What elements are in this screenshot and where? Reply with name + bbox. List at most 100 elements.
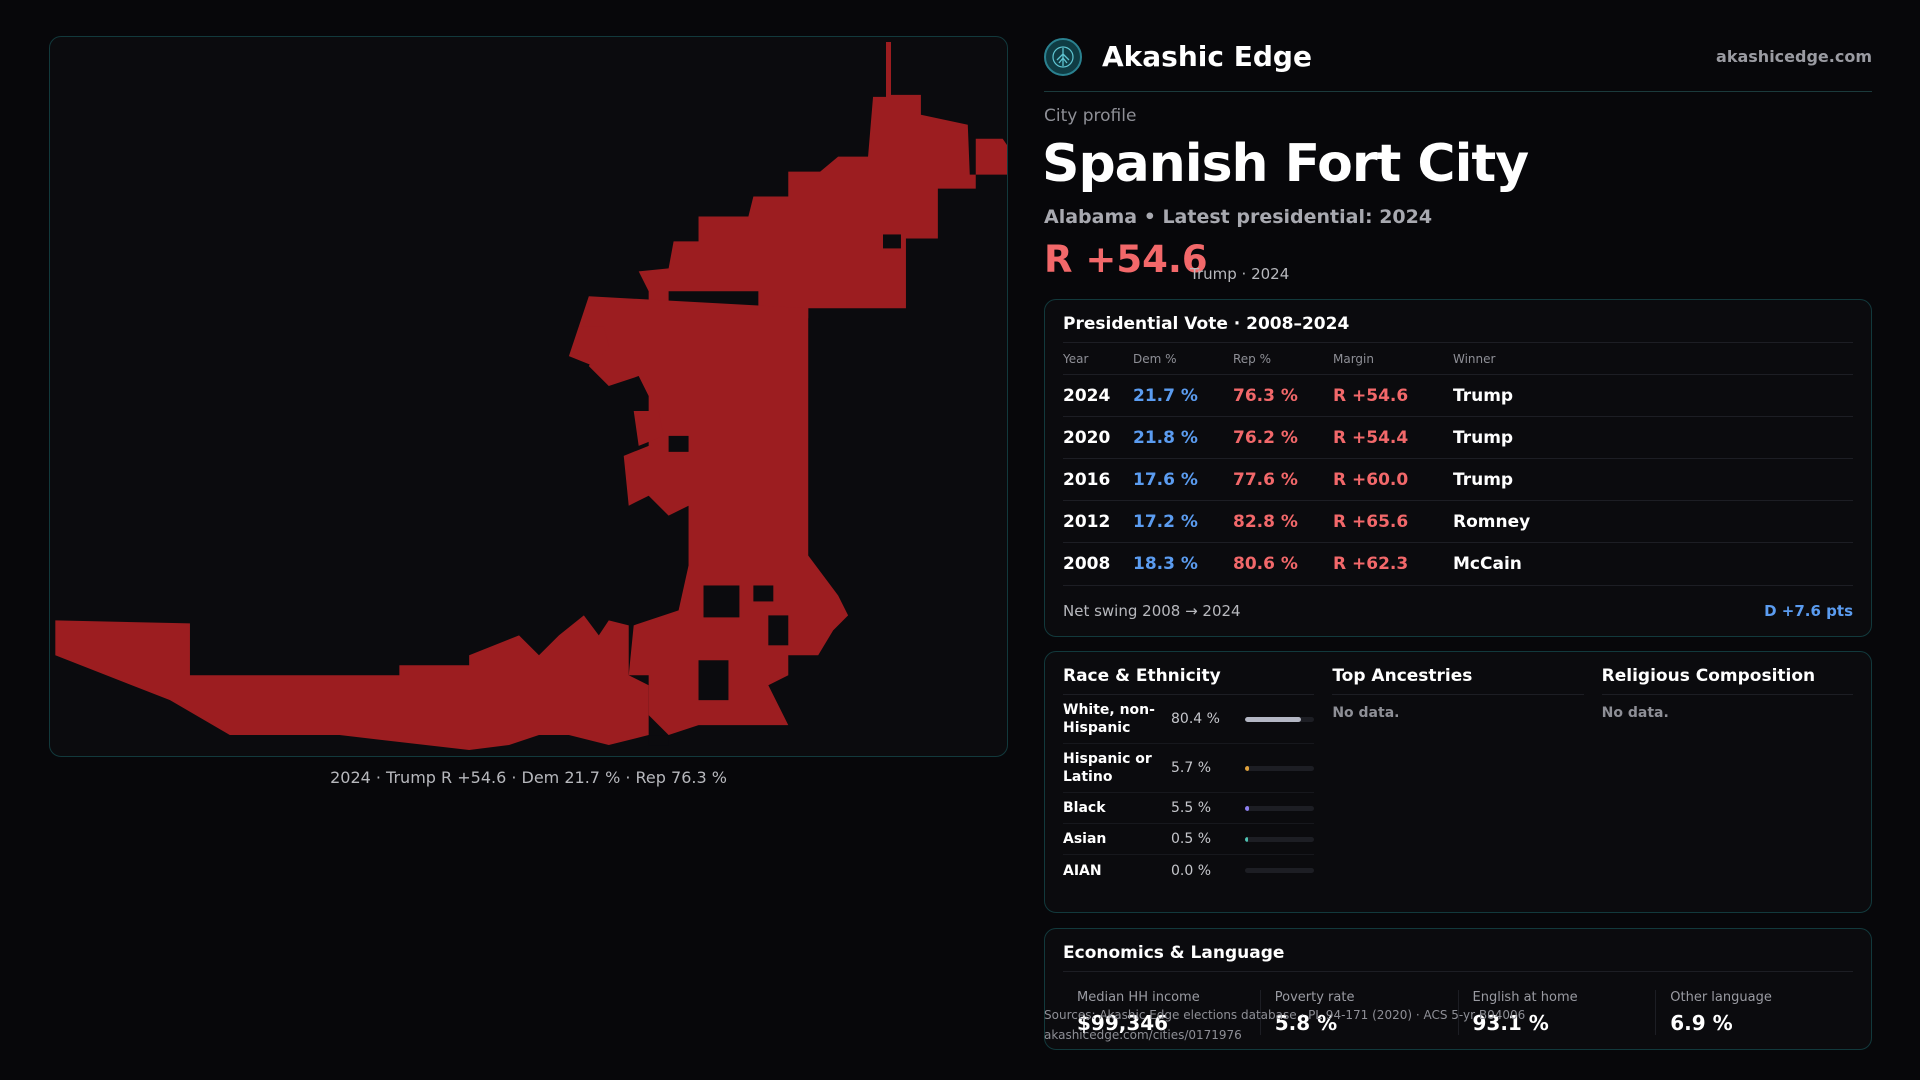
econ-cell-poverty: Poverty rate 5.8 %: [1259, 990, 1458, 1035]
race-list: White, non-Hispanic 80.4 % Hispanic or L…: [1063, 695, 1315, 886]
cell-winner: Trump: [1453, 427, 1514, 448]
cell-margin: R +54.4: [1333, 427, 1409, 448]
cell-margin: R +60.0: [1333, 469, 1409, 490]
econ-cell-income: Median HH income $99,346: [1063, 990, 1260, 1035]
religion-title: Religious Composition: [1601, 666, 1853, 695]
race-bar: [1245, 868, 1315, 873]
cell-margin: R +54.6: [1333, 385, 1409, 406]
city-boundary-map: [55, 41, 1007, 751]
brand-url-link[interactable]: akashicedge.com: [1716, 47, 1872, 66]
source-note: Sources: Akashic Edge elections database…: [1044, 1005, 1525, 1045]
race-pct: 80.4 %: [1171, 711, 1220, 727]
cell-year: 2016: [1063, 469, 1111, 490]
net-swing-label: Net swing 2008 → 2024: [1063, 601, 1241, 620]
cell-winner: Trump: [1453, 385, 1514, 406]
headline-margin: R +54.6: [1044, 238, 1208, 281]
race-label: Hispanic or Latino: [1063, 751, 1152, 785]
econ-label: Median HH income: [1077, 990, 1200, 1005]
race-label: AIAN: [1063, 862, 1102, 879]
profile-eyebrow: City profile: [1044, 106, 1137, 126]
econ-cell-other-language: Other language 6.9 %: [1655, 990, 1853, 1035]
source-line: Sources: Akashic Edge elections database…: [1044, 1008, 1526, 1022]
table-row: 2016 17.6 % 77.6 % R +60.0 Trump: [1063, 459, 1853, 501]
tree-globe-icon: [1044, 37, 1082, 76]
cell-dem: 21.7 %: [1133, 385, 1198, 406]
cell-dem: 18.3 %: [1133, 554, 1198, 574]
race-bar-fill: [1245, 716, 1301, 722]
source-url-link[interactable]: akashicedge.com/cities/0171976: [1044, 1028, 1242, 1042]
header-year: Year: [1063, 351, 1089, 366]
cell-year: 2024: [1063, 385, 1111, 406]
map-caption: 2024 · Trump R +54.6 · Dem 21.7 % · Rep …: [330, 768, 727, 787]
cell-year: 2008: [1063, 554, 1111, 574]
cell-dem: 17.2 %: [1133, 511, 1198, 532]
presidential-vote-card: Presidential Vote · 2008–2024 Year Dem %…: [1044, 299, 1872, 637]
econ-value: 5.8 %: [1274, 1011, 1338, 1035]
econ-value: $99,346: [1077, 1011, 1169, 1035]
race-bar-fill: [1245, 805, 1249, 811]
brand-name: Akashic Edge: [1102, 40, 1312, 73]
table-row: 2008 18.3 % 80.6 % R +62.3 McCain: [1063, 543, 1853, 585]
race-bar: [1245, 805, 1315, 811]
header-winner: Winner: [1453, 351, 1496, 366]
cell-dem: 17.6 %: [1133, 469, 1198, 490]
cell-winner: Romney: [1453, 511, 1531, 532]
profile-subtitle: Alabama • Latest presidential: 2024: [1044, 206, 1433, 228]
demographics-card: Race & Ethnicity White, non-Hispanic 80.…: [1044, 651, 1872, 913]
race-label: Black: [1063, 800, 1106, 816]
religion-section: Religious Composition No data.: [1601, 666, 1853, 898]
cell-margin: R +65.6: [1333, 511, 1409, 532]
race-ethnicity-section: Race & Ethnicity White, non-Hispanic 80.…: [1063, 666, 1332, 898]
race-row: AIAN 0.0 %: [1063, 855, 1315, 886]
map-voids: [648, 234, 901, 746]
cell-winner: McCain: [1453, 554, 1522, 574]
cell-year: 2012: [1063, 511, 1111, 532]
economics-title: Economics & Language: [1063, 943, 1853, 972]
header-margin: Margin: [1333, 351, 1374, 366]
ancestries-title: Top Ancestries: [1332, 666, 1584, 695]
city-boundary-shape: [55, 41, 1007, 751]
race-ethnicity-title: Race & Ethnicity: [1063, 666, 1315, 695]
net-swing-row: Net swing 2008 → 2024 D +7.6 pts: [1063, 585, 1853, 635]
net-swing-value: D +7.6 pts: [1764, 601, 1853, 620]
race-row: White, non-Hispanic 80.4 %: [1063, 695, 1315, 744]
cell-dem: 21.8 %: [1133, 427, 1198, 448]
table-header: Year Dem % Rep % Margin Winner: [1063, 343, 1853, 375]
econ-label: English at home: [1472, 990, 1578, 1005]
table-row: 2012 17.2 % 82.8 % R +65.6 Romney: [1063, 501, 1853, 543]
page-title: Spanish Fort City: [1042, 134, 1529, 194]
econ-label: Other language: [1670, 990, 1772, 1005]
cell-year: 2020: [1063, 427, 1111, 448]
religion-empty: No data.: [1601, 705, 1669, 721]
cell-rep: 82.8 %: [1233, 511, 1298, 532]
race-bar: [1245, 765, 1315, 771]
race-bar-fill: [1245, 765, 1249, 771]
econ-cell-english: English at home 93.1 %: [1457, 990, 1656, 1035]
ancestries-section: Top Ancestries No data.: [1332, 666, 1601, 898]
cell-rep: 80.6 %: [1233, 554, 1298, 574]
race-pct: 5.5 %: [1171, 800, 1212, 816]
cell-rep: 77.6 %: [1233, 469, 1298, 490]
race-bar-fill: [1245, 836, 1248, 842]
race-label: Asian: [1063, 831, 1107, 847]
city-map[interactable]: [49, 36, 1008, 757]
cell-rep: 76.3 %: [1233, 385, 1298, 406]
presidential-vote-title: Presidential Vote · 2008–2024: [1063, 314, 1853, 343]
race-pct: 0.0 %: [1171, 862, 1212, 879]
race-row: Black 5.5 %: [1063, 793, 1315, 824]
race-bar: [1245, 836, 1315, 842]
race-label: White, non-Hispanic: [1063, 702, 1155, 736]
cell-winner: Trump: [1453, 469, 1514, 490]
header-dem: Dem %: [1133, 351, 1177, 366]
race-pct: 0.5 %: [1171, 831, 1212, 847]
econ-value: 6.9 %: [1670, 1011, 1733, 1035]
economics-grid: Median HH income $99,346 Poverty rate 5.…: [1063, 990, 1853, 1035]
econ-value: 93.1 %: [1472, 1011, 1549, 1035]
brand-header: Akashic Edge akashicedge.com: [1044, 36, 1872, 92]
cell-margin: R +62.3: [1333, 554, 1409, 574]
econ-label: Poverty rate: [1274, 990, 1355, 1005]
header-rep: Rep %: [1233, 351, 1272, 366]
ancestries-empty: No data.: [1332, 705, 1400, 721]
cell-rep: 76.2 %: [1233, 427, 1298, 448]
race-row: Asian 0.5 %: [1063, 824, 1315, 855]
